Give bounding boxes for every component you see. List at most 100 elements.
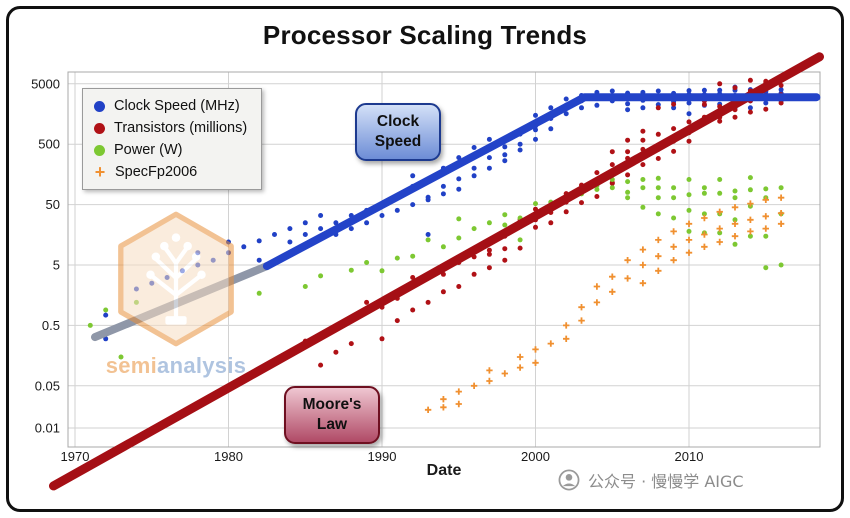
- data-point: [655, 185, 661, 191]
- data-point: [686, 88, 692, 94]
- data-point: [747, 105, 753, 111]
- data-point: [717, 81, 723, 87]
- data-point: [410, 253, 416, 259]
- data-point: [425, 232, 431, 237]
- data-point: [333, 349, 339, 355]
- figure-border: [6, 6, 844, 512]
- data-point: [763, 186, 769, 192]
- footer-credit-text: 公众号 · 慢慢学 AIGC: [588, 472, 744, 491]
- data-point: [686, 111, 692, 117]
- data-point: [379, 268, 385, 274]
- data-point: [717, 87, 723, 93]
- data-point: [671, 105, 677, 111]
- watermark-brand: semianalysis: [92, 353, 260, 379]
- data-point: [471, 173, 477, 179]
- data-point: [625, 195, 631, 201]
- data-point: [318, 273, 324, 279]
- y-tick-label: 500: [38, 137, 60, 152]
- data-point: [732, 188, 738, 194]
- data-point: [241, 244, 247, 250]
- data-point: [686, 177, 692, 182]
- moores-law-line: [49, 52, 824, 491]
- data-point: [625, 107, 631, 113]
- data-point: [517, 245, 523, 251]
- data-point: [747, 77, 753, 83]
- data-point: [594, 170, 600, 176]
- data-point: [763, 265, 769, 271]
- data-point: [732, 85, 738, 91]
- data-point: [425, 194, 431, 200]
- data-point: [410, 173, 416, 179]
- data-point: [486, 220, 492, 226]
- data-point: [287, 226, 293, 232]
- data-point: [686, 100, 692, 106]
- data-point: [671, 195, 677, 201]
- data-point: [318, 226, 324, 232]
- data-point: [655, 105, 661, 111]
- series-specfp: [424, 194, 785, 413]
- data-point: [103, 336, 109, 342]
- data-point: [747, 233, 753, 239]
- data-point: [533, 224, 538, 230]
- data-point: [272, 232, 277, 237]
- data-point: [625, 137, 631, 143]
- data-point: [256, 238, 262, 244]
- data-point: [394, 207, 400, 213]
- data-point: [440, 191, 446, 197]
- legend-marker-clock_speed: [94, 100, 105, 112]
- data-point: [410, 275, 416, 280]
- data-point: [686, 119, 692, 125]
- data-point: [625, 149, 631, 155]
- tree-badge-icon: [118, 211, 234, 347]
- data-point: [348, 341, 354, 347]
- data-point: [655, 131, 661, 137]
- data-point: [502, 152, 508, 158]
- legend-label-transistors: Transistors (millions): [114, 120, 248, 136]
- x-tick-label: 2010: [675, 449, 704, 464]
- data-point: [625, 189, 631, 195]
- data-point: [671, 215, 677, 221]
- data-point: [732, 114, 738, 120]
- data-point: [364, 260, 370, 265]
- data-point: [440, 183, 446, 189]
- x-tick-label: 1970: [61, 449, 90, 464]
- marker-plus-group: [424, 194, 785, 413]
- data-point: [471, 165, 477, 171]
- data-point: [456, 155, 462, 161]
- data-point: [394, 255, 400, 261]
- data-point: [379, 213, 385, 218]
- data-point: [594, 102, 600, 108]
- data-point: [256, 290, 262, 296]
- data-point: [502, 257, 508, 263]
- data-point: [548, 126, 554, 132]
- annotation-moores-law-line1: Moore's: [302, 396, 362, 413]
- data-point: [563, 111, 569, 117]
- legend-marker-specfp: +: [94, 161, 106, 182]
- data-point: [471, 145, 477, 150]
- data-point: [302, 232, 308, 237]
- data-point: [717, 177, 723, 182]
- data-point: [686, 228, 692, 234]
- data-point: [717, 230, 723, 236]
- data-point: [440, 244, 446, 250]
- data-point: [701, 211, 707, 217]
- data-point: [778, 185, 784, 191]
- data-point: [103, 307, 109, 313]
- data-point: [640, 162, 646, 168]
- data-point: [640, 128, 646, 134]
- data-point: [517, 147, 523, 153]
- legend-label-specfp: SpecFp2006: [115, 164, 198, 180]
- data-point: [517, 237, 523, 243]
- data-point: [655, 88, 661, 94]
- data-point: [732, 217, 738, 223]
- legend-item-transistors: Transistors (millions): [94, 120, 247, 136]
- data-point: [502, 222, 508, 228]
- data-point: [533, 201, 538, 207]
- watermark: semianalysis: [92, 210, 260, 379]
- data-point: [579, 105, 584, 111]
- legend-marker-transistors: [94, 122, 105, 134]
- data-point: [118, 354, 124, 360]
- legend-item-power: Power (W): [94, 142, 247, 158]
- data-point: [778, 87, 784, 93]
